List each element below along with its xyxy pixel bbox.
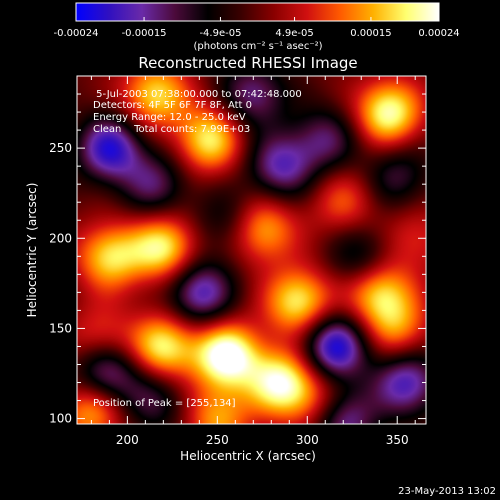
colorbar: -0.00024 -0.00015 -4.9e-05 4.9e-05 0.00015 0.… xyxy=(54,2,460,52)
colorbar-tick-label: 4.9e-05 xyxy=(275,28,313,39)
footer-timestamp: 23-May-2013 13:02 xyxy=(398,486,496,497)
colorbar-unit-label: (photons cm⁻² s⁻¹ asec⁻²) xyxy=(193,41,322,52)
annotation-energy-range: Energy Range: 12.0 - 25.0 keV xyxy=(93,112,246,123)
y-axis-label: Heliocentric Y (arcsec) xyxy=(25,183,39,318)
x-tick-label: 350 xyxy=(386,433,409,447)
plot-frame xyxy=(76,75,427,425)
annotation-clean-counts: Clean Total counts: 7.99E+03 xyxy=(93,124,250,135)
colorbar-tick-label: 0.00024 xyxy=(418,28,459,39)
annotation-block: 5-Jul-2003 07:38:00.000 to 07:42:48.000 … xyxy=(93,89,302,135)
x-tick-label: 200 xyxy=(116,433,139,447)
colorbar-gradient xyxy=(75,2,440,22)
colorbar-tick-label: -0.00024 xyxy=(54,28,99,39)
annotation-detectors: Detectors: 4F 5F 6F 7F 8F, Att 0 xyxy=(93,100,252,111)
heatmap-canvas xyxy=(77,76,426,424)
peak-position-label: Position of Peak = [255,134] xyxy=(93,398,236,409)
colorbar-tick-label: -0.00015 xyxy=(122,28,167,39)
y-tick-label: 250 xyxy=(49,141,72,155)
colorbar-tick-label: 0.00015 xyxy=(350,28,391,39)
y-tick-label: 100 xyxy=(49,412,72,426)
x-tick-label: 250 xyxy=(206,433,229,447)
annotation-time-range: 5-Jul-2003 07:38:00.000 to 07:42:48.000 xyxy=(93,89,302,100)
plot-area: 200 250 300 350 100 150 200 250 5-Jul-2003 07:3… xyxy=(49,75,427,447)
x-tick-label: 300 xyxy=(296,433,319,447)
y-tick-label: 150 xyxy=(49,321,72,335)
colorbar-tick-label: -4.9e-05 xyxy=(199,28,241,39)
y-tick-label: 200 xyxy=(49,231,72,245)
x-axis-label: Heliocentric X (arcsec) xyxy=(180,449,316,463)
chart-title: Reconstructed RHESSI Image xyxy=(138,54,357,72)
